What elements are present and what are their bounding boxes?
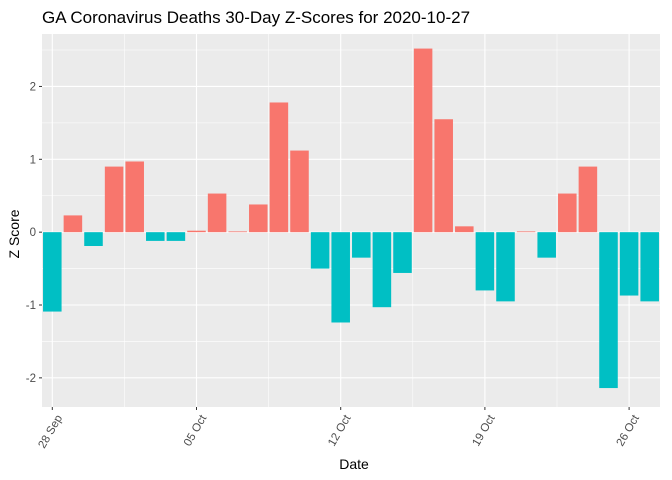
bar bbox=[558, 193, 577, 233]
x-tick-label: 26 Oct bbox=[615, 412, 643, 448]
x-tick-label: 28 Sep bbox=[37, 413, 66, 451]
bar bbox=[43, 232, 62, 312]
bar bbox=[599, 232, 618, 389]
bar bbox=[84, 232, 103, 246]
bar bbox=[146, 232, 165, 241]
y-tick-label: 2 bbox=[30, 81, 36, 93]
bar bbox=[249, 204, 268, 233]
bar bbox=[269, 102, 289, 233]
y-tick-label: 0 bbox=[30, 227, 36, 239]
x-tick-label: 12 Oct bbox=[326, 412, 354, 448]
bar bbox=[63, 215, 83, 233]
bar bbox=[393, 232, 412, 273]
bar bbox=[455, 226, 474, 233]
bar bbox=[475, 232, 495, 291]
major-gridlines bbox=[42, 34, 660, 407]
bar bbox=[125, 161, 144, 233]
bar bbox=[537, 232, 556, 258]
bar bbox=[619, 232, 639, 296]
bar bbox=[187, 230, 206, 233]
y-axis-title: Z Score bbox=[6, 209, 22, 258]
minor-gridlines bbox=[42, 34, 660, 407]
bar bbox=[640, 232, 659, 302]
bar bbox=[310, 232, 330, 269]
bar bbox=[578, 166, 598, 233]
x-tick-label: 05 Oct bbox=[182, 412, 210, 448]
bar bbox=[104, 166, 124, 233]
bar bbox=[207, 193, 227, 233]
x-axis-title: Date bbox=[339, 456, 369, 472]
y-tick-label: 1 bbox=[30, 154, 36, 166]
bars bbox=[43, 48, 659, 389]
bar bbox=[516, 231, 536, 233]
bar bbox=[496, 232, 515, 302]
y-tick-label: -2 bbox=[26, 373, 36, 385]
bar bbox=[290, 150, 309, 233]
bar bbox=[372, 232, 392, 308]
x-tick-label: 19 Oct bbox=[470, 412, 498, 448]
bar bbox=[228, 231, 247, 233]
bar bbox=[166, 232, 186, 241]
bar bbox=[352, 232, 371, 258]
y-tick-label: -1 bbox=[26, 300, 36, 312]
y-axis: 2 1 0 -1 -2 bbox=[26, 81, 42, 385]
bar bbox=[331, 232, 350, 323]
chart-title: GA Coronavirus Deaths 30-Day Z-Scores fo… bbox=[42, 8, 470, 27]
bar bbox=[434, 119, 453, 233]
x-axis: 28 Sep 05 Oct 12 Oct 19 Oct 26 Oct bbox=[37, 407, 643, 451]
bar bbox=[413, 48, 433, 233]
